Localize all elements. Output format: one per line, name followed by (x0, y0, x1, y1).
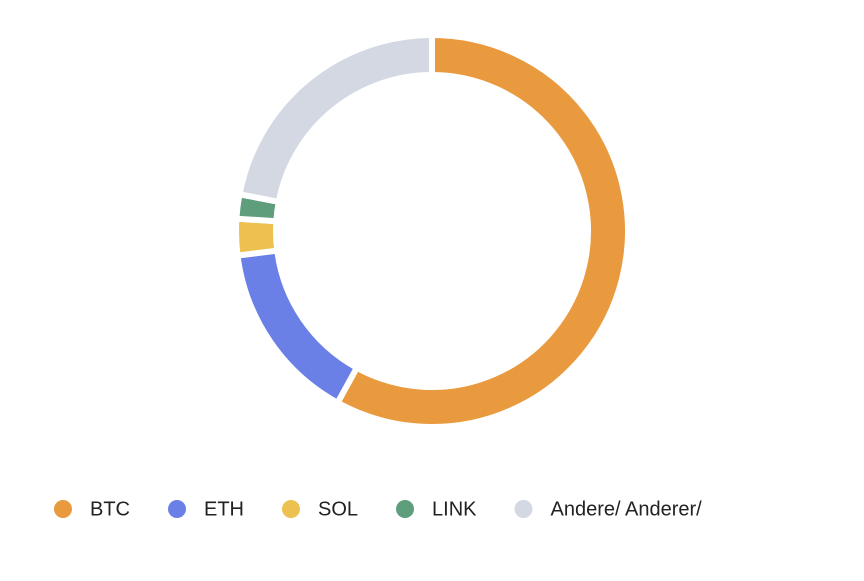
legend-swatch (282, 500, 300, 518)
slice (235, 31, 435, 206)
legend-label: BTC (90, 498, 130, 520)
slice (333, 31, 631, 430)
legend-label: Andere/ Anderer/ (551, 498, 703, 520)
legend-label: SOL (318, 498, 358, 520)
legend-label: LINK (432, 498, 477, 520)
slice (234, 247, 361, 407)
legend-label: ETH (204, 498, 244, 520)
legend-swatch (514, 500, 533, 518)
legend-swatch (54, 500, 72, 518)
legend-swatch (168, 500, 186, 518)
legend-swatch (396, 500, 415, 518)
slice (233, 215, 281, 259)
